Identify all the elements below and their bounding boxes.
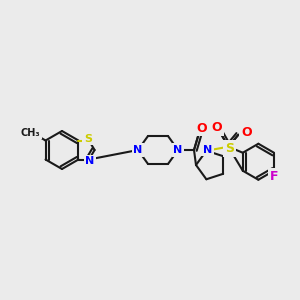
Text: CH₃: CH₃ [21, 128, 40, 137]
Text: O: O [241, 126, 252, 139]
Text: N: N [173, 145, 183, 155]
Text: S: S [225, 142, 234, 155]
Text: N: N [85, 157, 94, 166]
Text: O: O [211, 121, 222, 134]
Text: F: F [270, 170, 278, 183]
Text: N: N [203, 145, 212, 155]
Text: N: N [134, 145, 142, 155]
Text: O: O [197, 122, 207, 134]
Text: S: S [84, 134, 92, 143]
